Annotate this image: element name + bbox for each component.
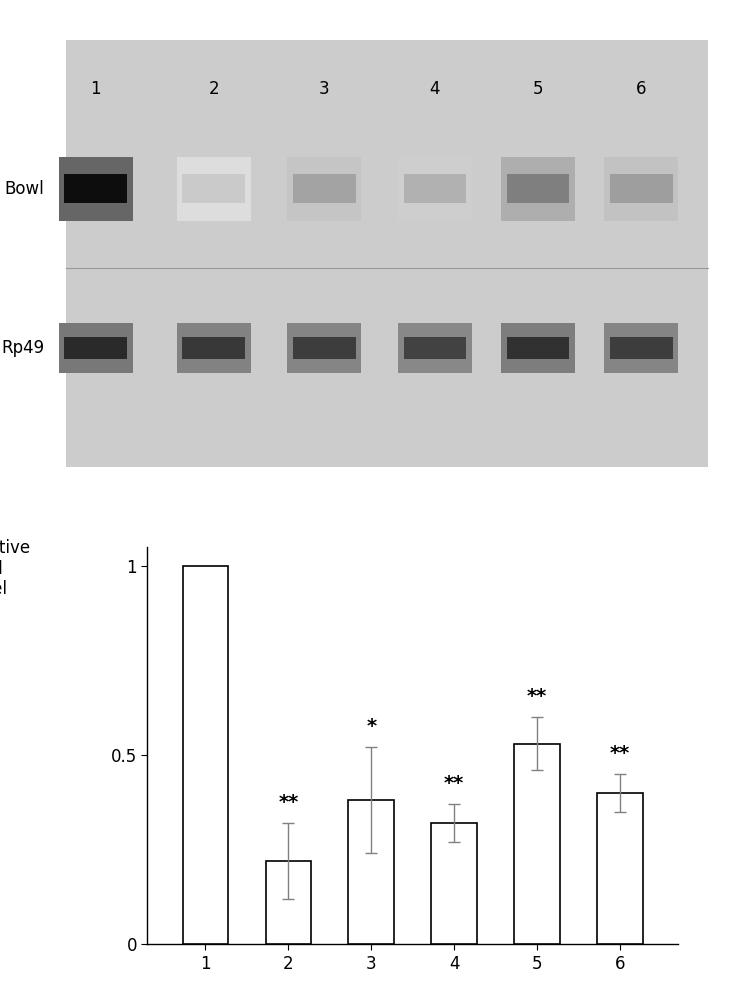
Text: **: ** [527,687,547,706]
Bar [293,337,356,359]
Text: 3: 3 [319,81,329,98]
Text: 2: 2 [209,81,219,98]
Bar [59,323,133,373]
Text: **: ** [279,793,298,812]
Bar [514,744,560,944]
Bar [604,156,678,221]
Text: 4: 4 [430,81,440,98]
Bar [597,793,643,944]
Bar [404,337,466,359]
Bar [293,174,356,204]
Bar [287,156,361,221]
Bar [349,800,394,944]
Bar [398,323,472,373]
Text: **: ** [444,774,464,793]
Bar [398,156,472,221]
Bar [177,156,251,221]
Bar [182,337,245,359]
Bar [501,156,575,221]
Bar [65,174,127,204]
Bar [431,823,477,944]
Bar [404,174,466,204]
Bar [507,174,569,204]
Text: **: ** [610,744,630,762]
Text: Bowl: Bowl [4,180,44,198]
Bar [183,566,228,944]
Bar [182,174,245,204]
Bar [66,40,708,467]
Bar [59,156,133,221]
Bar [507,337,569,359]
Bar [265,861,311,944]
Text: 6: 6 [636,81,646,98]
Bar [65,337,127,359]
Bar [287,323,361,373]
Text: Rp49: Rp49 [1,339,44,357]
Bar [604,323,678,373]
Y-axis label: Relative
Bowl
Level: Relative Bowl Level [0,539,31,598]
Bar [501,323,575,373]
Bar [610,174,672,204]
Text: *: * [366,717,377,736]
Text: 1: 1 [91,81,101,98]
Text: 5: 5 [533,81,543,98]
Bar [177,323,251,373]
Bar [610,337,672,359]
